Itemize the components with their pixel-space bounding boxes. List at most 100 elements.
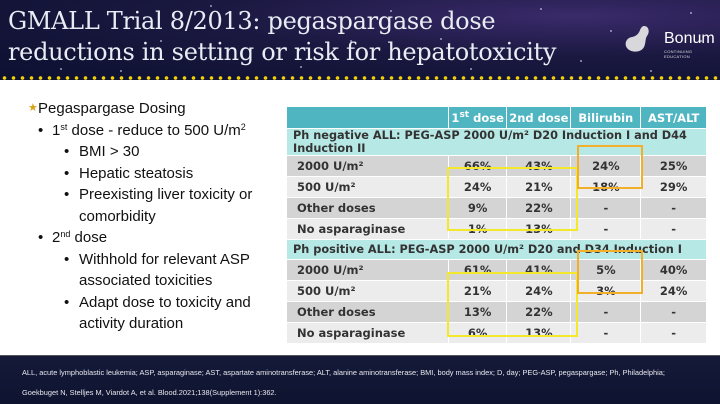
row-label: No asparaginase	[286, 322, 449, 344]
star-decoration	[440, 38, 442, 40]
row-label: Other doses	[286, 301, 449, 323]
table-cell: 13%	[506, 218, 572, 240]
bullet-text: Preexisting liver toxicity or	[79, 186, 253, 203]
bullet-item-continued: activity duration	[0, 313, 285, 335]
table-cell: 61%	[447, 259, 508, 281]
table-cell: 3%	[570, 280, 642, 302]
bullet-text: 2	[52, 229, 61, 246]
superscript: st	[60, 121, 68, 132]
star-decoration	[700, 40, 702, 42]
superscript: 2	[240, 121, 246, 132]
table-cell: -	[640, 197, 707, 219]
row-label: 2000 U/m²	[286, 259, 449, 281]
table-row: No asparaginase 6% 13% - -	[286, 322, 707, 344]
table-cell: 41%	[506, 259, 572, 281]
dotted-divider	[0, 75, 720, 80]
bullet-text: Withhold for relevant ASP	[79, 250, 250, 268]
bullet-text: BMI > 30	[79, 143, 140, 160]
slide-footer: ALL, acute lymphoblastic leukemia; ASP, …	[0, 355, 720, 404]
header-bilirubin: Bilirubin	[570, 106, 642, 129]
row-label: Other doses	[286, 197, 449, 219]
bullet-item-continued: comorbidity	[0, 206, 285, 228]
table-cell: 13%	[506, 322, 572, 344]
table-cell: 66%	[447, 155, 508, 177]
table-cell: 25%	[640, 155, 707, 177]
slide-header: GMALL Trial 8/2013: pegaspargase dose re…	[0, 0, 720, 80]
table-cell: 24%	[506, 280, 572, 302]
bullet-text: 1	[52, 121, 61, 139]
table-cell: 21%	[447, 280, 508, 302]
table-cell: -	[570, 322, 642, 344]
bullet-text: associated toxicities	[79, 272, 213, 289]
section-row: Ph positive ALL: PEG-ASP 2000 U/m² D20 a…	[286, 239, 707, 260]
bullet-item: • Preexisting liver toxicity or	[64, 186, 253, 203]
section-row: Ph negative ALL: PEG-ASP 2000 U/m² D20 I…	[286, 128, 707, 156]
section-title: Ph negative ALL: PEG-ASP 2000 U/m² D20 I…	[286, 128, 707, 156]
star-decoration	[470, 68, 472, 70]
bonum-logo: Bonum CONTINUING EDUCATION	[618, 16, 718, 62]
bullet-text: Pegaspargase Dosing	[38, 100, 186, 117]
header-ast-alt: AST/ALT	[640, 106, 707, 129]
table-cell: 21%	[506, 176, 572, 198]
table-row: Other doses 9% 22% - -	[286, 197, 707, 219]
table-cell: 13%	[447, 301, 508, 323]
logo-name: Bonum	[664, 30, 715, 47]
star-decoration	[610, 30, 612, 32]
table-header-row: 1st dose 2nd dose Bilirubin AST/ALT	[286, 106, 707, 129]
bullet-text: dose	[70, 229, 108, 246]
bullet-item: • Hepatic steatosis	[64, 164, 194, 182]
bullet-text: dose - reduce to 500 U/m	[67, 121, 241, 139]
star-decoration	[300, 66, 302, 68]
bullet-list: ★ Pegaspargase Dosing • 1st dose - reduce …	[0, 98, 285, 335]
header-empty	[286, 106, 449, 129]
table-cell: 24%	[640, 280, 707, 302]
star-decoration	[650, 70, 652, 72]
table-cell: 40%	[640, 259, 707, 281]
table-row: 2000 U/m² 66% 43% 24% 25%	[286, 155, 707, 177]
star-decoration	[210, 5, 212, 7]
bullet-text: Hepatic steatosis	[79, 164, 194, 182]
bullet-second-dose: • 2nd dose	[38, 229, 108, 246]
header-2nd-dose: 2nd dose	[506, 106, 572, 129]
logo-mark-icon	[625, 26, 649, 52]
table-cell: -	[570, 197, 642, 219]
table-row: No asparaginase 1% 13% - -	[286, 218, 707, 240]
table-cell: -	[640, 301, 707, 323]
table-cell: 9%	[447, 197, 508, 219]
table-row: 500 U/m² 24% 21% 18% 29%	[286, 176, 707, 198]
bullet-text: activity duration	[79, 315, 184, 332]
bullet-text: Adapt dose to toxicity and	[79, 293, 251, 311]
star-decoration	[580, 60, 582, 62]
row-label: 500 U/m²	[286, 280, 449, 302]
bullet-item-continued: associated toxicities	[0, 270, 285, 292]
citation: Goekbuget N, Stelljes M, Viardot A, et a…	[22, 388, 277, 397]
star-decoration	[160, 40, 162, 42]
row-label: 500 U/m²	[286, 176, 449, 198]
bullet-main: ★ Pegaspargase Dosing	[0, 98, 285, 120]
star-decoration	[30, 12, 32, 14]
bullet-item: • BMI > 30	[64, 143, 140, 160]
table-cell: 6%	[447, 322, 508, 344]
abbreviations: ALL, acute lymphoblastic leukemia; ASP, …	[22, 368, 665, 377]
table-cell: 18%	[570, 176, 642, 198]
star-decoration	[540, 8, 542, 10]
table-cell: -	[570, 301, 642, 323]
table-cell: -	[640, 218, 707, 240]
row-label: 2000 U/m²	[286, 155, 449, 177]
logo-tagline: CONTINUING EDUCATION	[664, 49, 693, 59]
table-cell: 43%	[506, 155, 572, 177]
header-1st-dose: 1st dose	[447, 106, 508, 129]
table-cell: 24%	[447, 176, 508, 198]
table-row: 500 U/m² 21% 24% 3% 24%	[286, 280, 707, 302]
table-row: 2000 U/m² 61% 41% 5% 40%	[286, 259, 707, 281]
bullet-text: comorbidity	[79, 207, 156, 225]
bullet-item: • Withhold for relevant ASP	[64, 250, 250, 268]
table-cell: -	[570, 218, 642, 240]
dose-toxicity-table: 1st dose 2nd dose Bilirubin AST/ALT Ph n…	[286, 106, 707, 344]
table-cell: 5%	[570, 259, 642, 281]
table-cell: 22%	[506, 197, 572, 219]
row-label: No asparaginase	[286, 218, 449, 240]
star-decoration	[350, 40, 352, 42]
section-title: Ph positive ALL: PEG-ASP 2000 U/m² D20 a…	[286, 239, 707, 260]
table-cell: 29%	[640, 176, 707, 198]
